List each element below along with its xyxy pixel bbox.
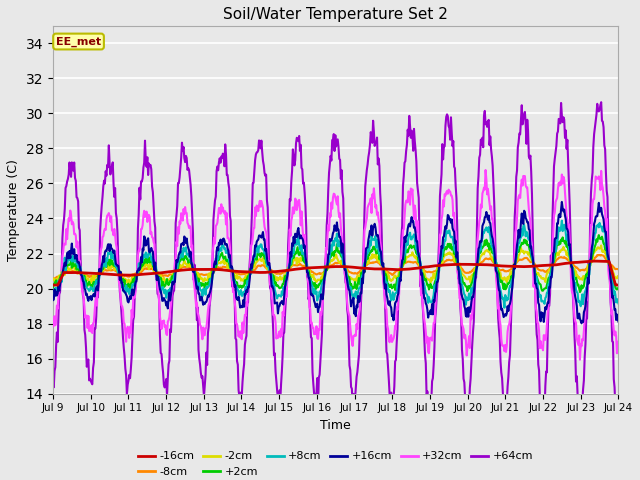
Line: +64cm: +64cm — [53, 102, 618, 430]
-2cm — [614, 275, 622, 280]
+16cm — [49, 297, 57, 303]
+8cm — [614, 300, 622, 306]
Line: +8cm: +8cm — [53, 221, 618, 308]
+2cm — [595, 232, 603, 238]
+8cm — [404, 232, 412, 238]
X-axis label: Time: Time — [321, 419, 351, 432]
-8cm — [60, 272, 67, 277]
+2cm — [205, 282, 212, 288]
+32cm — [118, 302, 125, 308]
-2cm — [127, 282, 134, 288]
-2cm — [118, 270, 125, 276]
+32cm — [404, 189, 412, 194]
+16cm — [404, 222, 412, 228]
Line: -2cm: -2cm — [53, 245, 618, 285]
-8cm — [205, 271, 212, 277]
+8cm — [205, 283, 212, 289]
+8cm — [49, 293, 57, 299]
-2cm — [422, 276, 429, 282]
+2cm — [118, 278, 125, 284]
+32cm — [205, 301, 212, 307]
-16cm — [175, 267, 182, 273]
+16cm — [118, 280, 125, 286]
-2cm — [176, 262, 184, 267]
+8cm — [118, 279, 125, 285]
+64cm — [118, 308, 125, 314]
-16cm — [205, 267, 212, 273]
-16cm — [614, 282, 622, 288]
-16cm — [591, 258, 599, 264]
+8cm — [175, 256, 182, 262]
+64cm — [205, 324, 212, 329]
+2cm — [404, 246, 412, 252]
Line: +2cm: +2cm — [53, 235, 618, 292]
+64cm — [404, 133, 412, 139]
-8cm — [614, 266, 622, 272]
-8cm — [404, 259, 412, 264]
Line: -16cm: -16cm — [53, 261, 618, 285]
+16cm — [60, 267, 67, 273]
-2cm — [597, 242, 605, 248]
+64cm — [49, 372, 57, 378]
-2cm — [205, 276, 213, 281]
+8cm — [421, 285, 429, 291]
+8cm — [60, 269, 67, 275]
+64cm — [60, 222, 67, 228]
+2cm — [576, 289, 584, 295]
+64cm — [597, 99, 605, 105]
+64cm — [421, 352, 429, 358]
+2cm — [175, 261, 182, 266]
+8cm — [500, 305, 508, 311]
+16cm — [175, 252, 182, 258]
+16cm — [578, 321, 586, 326]
-8cm — [118, 271, 125, 277]
-8cm — [597, 252, 605, 258]
-16cm — [49, 282, 57, 288]
+16cm — [614, 319, 622, 324]
+2cm — [421, 277, 429, 283]
-8cm — [49, 276, 57, 282]
+2cm — [49, 285, 57, 290]
+64cm — [614, 410, 622, 416]
-16cm — [60, 271, 67, 277]
+16cm — [205, 294, 212, 300]
-16cm — [118, 272, 125, 278]
+32cm — [614, 344, 622, 350]
-8cm — [421, 269, 429, 275]
+32cm — [482, 167, 490, 173]
+2cm — [60, 270, 67, 276]
-16cm — [404, 266, 412, 272]
+64cm — [175, 180, 182, 186]
+32cm — [576, 357, 584, 362]
+32cm — [421, 321, 429, 327]
+2cm — [614, 287, 622, 292]
+32cm — [175, 231, 182, 237]
-2cm — [49, 276, 57, 282]
+32cm — [60, 249, 67, 254]
Text: EE_met: EE_met — [56, 36, 101, 47]
+32cm — [49, 324, 57, 329]
-2cm — [60, 266, 67, 272]
+64cm — [501, 427, 509, 432]
Line: +32cm: +32cm — [53, 170, 618, 360]
-8cm — [175, 266, 182, 272]
+8cm — [558, 218, 566, 224]
Y-axis label: Temperature (C): Temperature (C) — [7, 159, 20, 261]
Title: Soil/Water Temperature Set 2: Soil/Water Temperature Set 2 — [223, 7, 448, 22]
+16cm — [558, 199, 566, 205]
Legend: -16cm, -8cm, -2cm, +2cm, +8cm, +16cm, +32cm, +64cm: -16cm, -8cm, -2cm, +2cm, +8cm, +16cm, +3… — [134, 447, 538, 480]
+16cm — [421, 295, 429, 301]
Line: +16cm: +16cm — [53, 202, 618, 324]
Line: -8cm: -8cm — [53, 255, 618, 279]
-16cm — [421, 264, 429, 270]
-2cm — [405, 253, 413, 259]
